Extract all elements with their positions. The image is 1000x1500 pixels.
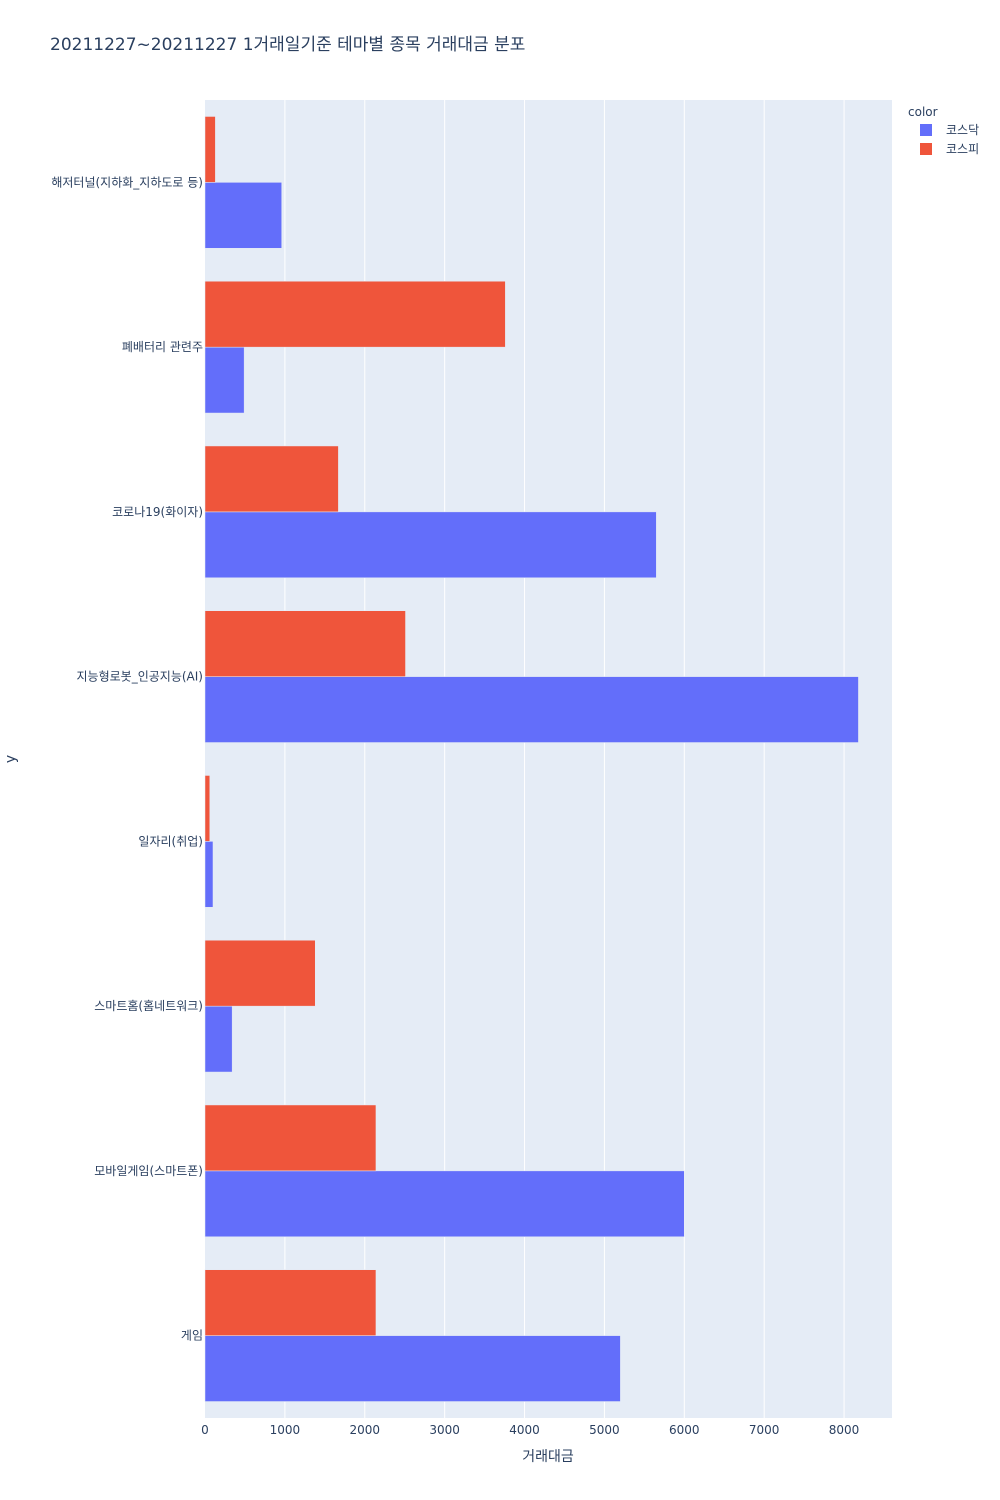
x-tick-label: 3000 xyxy=(429,1423,460,1437)
bar-kosdaq xyxy=(204,841,214,908)
bar-kospi xyxy=(204,445,339,513)
y-tick-label: 폐배터리 관련주 xyxy=(122,340,203,354)
x-tick-label: 0 xyxy=(201,1423,209,1437)
bar-kospi xyxy=(204,610,406,677)
bar-kospi xyxy=(204,1269,377,1336)
y-tick-label: 코로나19(화이자) xyxy=(112,505,203,519)
bar-kosdaq xyxy=(204,1005,233,1073)
y-tick-label: 해저터널(지하화_지하도로 등) xyxy=(51,175,203,189)
y-tick-label: 모바일게임(스마트폰) xyxy=(94,1164,203,1178)
legend-title: color xyxy=(908,105,938,119)
x-tick-label: 1000 xyxy=(270,1423,301,1437)
bars xyxy=(204,116,859,1402)
y-tick-label: 게임 xyxy=(181,1329,203,1343)
bar-kospi xyxy=(204,116,216,183)
bar-kosdaq xyxy=(204,346,245,414)
y-axis-title: y xyxy=(3,755,19,763)
legend-label: 코스피 xyxy=(946,142,979,156)
bar-kospi xyxy=(204,1104,377,1172)
y-tick-label: 지능형로봇_인공지능(AI) xyxy=(77,670,203,684)
bar-kospi xyxy=(204,939,316,1007)
x-axis-title: 거래대금 xyxy=(522,1449,574,1465)
bar-kosdaq xyxy=(204,182,282,249)
x-tick-label: 4000 xyxy=(509,1423,540,1437)
x-tick-label: 2000 xyxy=(349,1423,380,1437)
legend-label: 코스닥 xyxy=(946,123,979,137)
x-axis-ticks: 0 1000 2000 3000 4000 5000 6000 7000 8000 xyxy=(201,1423,859,1437)
bar-kospi xyxy=(204,280,506,348)
x-tick-label: 7000 xyxy=(749,1423,780,1437)
y-tick-label: 일자리(취업) xyxy=(138,834,203,848)
chart-title: 20211227~20211227 1거래일기준 테마별 종목 거래대금 분포 xyxy=(50,35,525,55)
legend-swatch xyxy=(920,124,932,136)
bar-kosdaq xyxy=(204,1170,685,1238)
x-tick-label: 6000 xyxy=(669,1423,700,1437)
legend-swatch xyxy=(920,143,932,155)
bar-kosdaq xyxy=(204,676,859,743)
bar-kosdaq xyxy=(204,511,657,579)
y-tick-label: 스마트홈(홈네트워크) xyxy=(94,999,203,1013)
bar-kospi xyxy=(204,775,211,842)
x-tick-label: 8000 xyxy=(829,1423,860,1437)
x-tick-label: 5000 xyxy=(589,1423,620,1437)
bar-kosdaq xyxy=(204,1335,621,1402)
